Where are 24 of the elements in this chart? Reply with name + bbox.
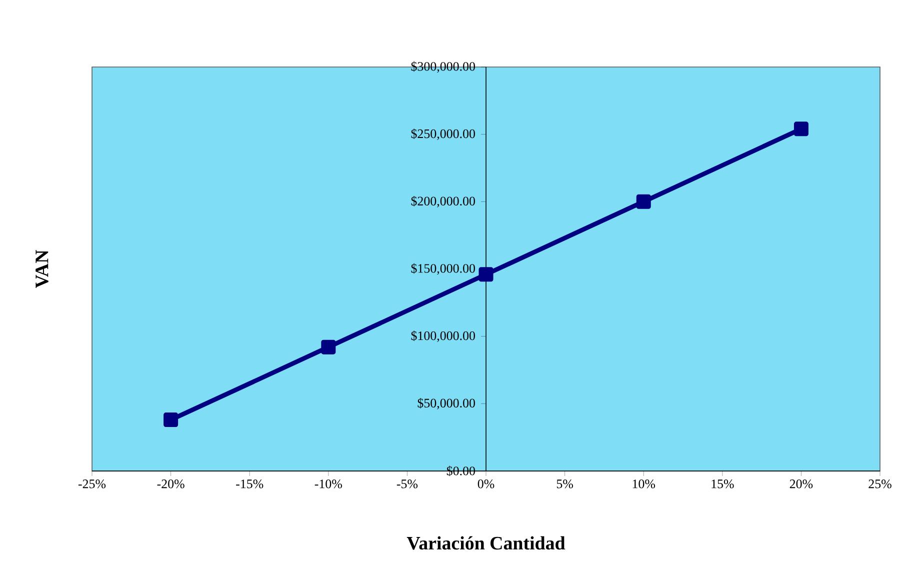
point: [794, 122, 808, 136]
y-tick-label: $250,000.00: [411, 128, 475, 140]
point: [478, 267, 494, 282]
y-tick-label: $200,000.00: [411, 196, 475, 208]
x-tick-label: 5%: [556, 480, 573, 488]
x-tick-label: -15%: [236, 480, 264, 488]
y-tick-label: $100,000.00: [411, 330, 475, 342]
point: [636, 194, 651, 209]
y-axis-title: VAN: [36, 250, 48, 288]
x-tick-label: 10%: [632, 480, 656, 488]
x-tick-label: -10%: [314, 480, 342, 488]
x-tick-label: 20%: [790, 480, 813, 488]
x-tick-label: -20%: [157, 480, 184, 488]
x-axis-title: Variación Cantidad: [406, 536, 566, 550]
x-tick-label: -25%: [78, 480, 106, 488]
point: [164, 412, 178, 428]
point: [321, 340, 336, 354]
y-tick-label: $300,000.00: [411, 61, 475, 73]
y-tick-label: $50,000.00: [418, 398, 475, 410]
x-tick-label: 25%: [868, 480, 892, 488]
x-tick-label: 0%: [478, 480, 494, 488]
y-tick-label: $150,000.00: [411, 263, 475, 275]
x-tick-label: 15%: [712, 480, 734, 488]
x-tick-label: -5%: [396, 480, 418, 488]
